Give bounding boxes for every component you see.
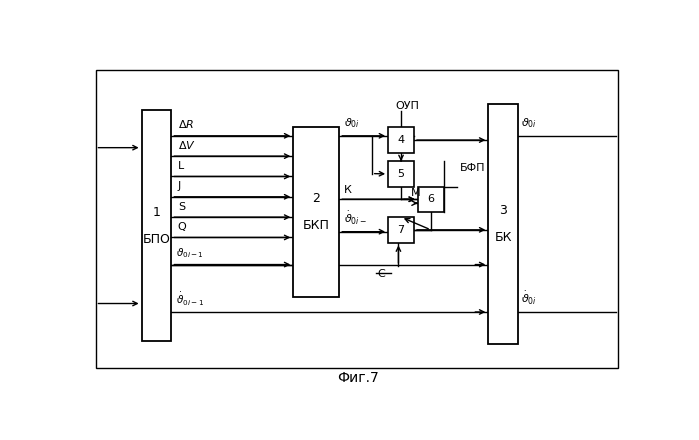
Bar	[388, 127, 414, 153]
Text: Фиг.7: Фиг.7	[338, 371, 379, 385]
Bar	[488, 103, 518, 344]
Text: $\Delta R$: $\Delta R$	[178, 118, 194, 130]
Text: 2: 2	[312, 192, 320, 205]
Text: БКП: БКП	[303, 219, 330, 232]
Bar	[96, 70, 618, 368]
Text: БФП: БФП	[460, 162, 486, 172]
Text: $\vartheta_{0i}$: $\vartheta_{0i}$	[521, 117, 538, 130]
Text: 5: 5	[398, 169, 405, 179]
Text: S: S	[178, 202, 185, 212]
Text: Q: Q	[178, 222, 187, 232]
Text: БПО: БПО	[143, 233, 171, 246]
Bar	[388, 217, 414, 242]
Bar	[388, 161, 414, 187]
Text: $\Delta V$: $\Delta V$	[178, 139, 196, 151]
Text: 7: 7	[398, 225, 405, 235]
Text: ОУП: ОУП	[396, 101, 419, 111]
Text: $\dot{\vartheta}_{0i}$: $\dot{\vartheta}_{0i}$	[521, 290, 538, 307]
Text: $\vartheta_{0i}$: $\vartheta_{0i}$	[344, 117, 359, 130]
Text: 3: 3	[499, 204, 507, 217]
Text: $\dot{\vartheta}_{0i-}$: $\dot{\vartheta}_{0i-}$	[344, 210, 367, 227]
Text: 1: 1	[152, 205, 160, 219]
Text: 4: 4	[398, 135, 405, 145]
Text: К: К	[344, 185, 352, 195]
Text: J: J	[178, 181, 181, 191]
Text: М: М	[411, 188, 421, 198]
Text: 6: 6	[427, 194, 434, 204]
Text: БК: БК	[494, 231, 512, 244]
Bar	[141, 110, 171, 341]
Text: L: L	[178, 161, 184, 171]
Text: $\dot{\vartheta}_{0i-1}$: $\dot{\vartheta}_{0i-1}$	[175, 290, 203, 308]
Text: $\vartheta_{0i-1}$: $\vartheta_{0i-1}$	[175, 246, 203, 260]
Text: С: С	[377, 269, 385, 279]
Bar	[294, 127, 339, 297]
Bar	[418, 187, 444, 212]
